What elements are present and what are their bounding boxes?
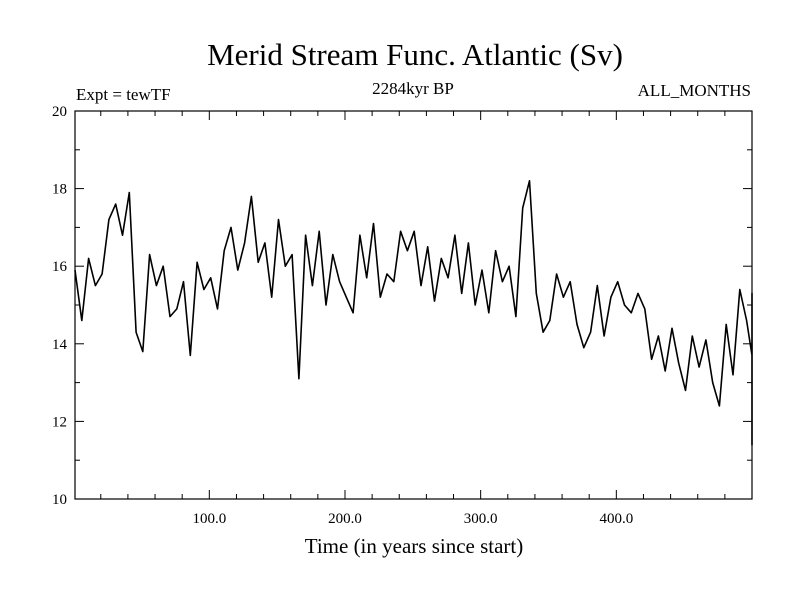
- x-tick-label: 100.0: [192, 511, 226, 527]
- chart-series: [74, 180, 753, 446]
- y-tick-label: 18: [52, 182, 67, 198]
- chart-tick-labels: 100.0 200.0 300.0 400.0 10 12 14 16 18 20: [52, 104, 633, 527]
- series-line: [74, 180, 753, 446]
- y-tick-label: 12: [52, 414, 67, 430]
- y-tick-label: 16: [52, 259, 68, 275]
- months-label: ALL_MONTHS: [638, 81, 751, 100]
- x-tick-label: 200.0: [328, 511, 362, 527]
- chart-ticks: [75, 110, 752, 500]
- experiment-label: Expt = tewTF: [76, 85, 171, 104]
- y-tick-label: 14: [52, 337, 68, 353]
- x-tick-label: 400.0: [599, 511, 633, 527]
- chart-axes: [74, 110, 753, 500]
- y-tick-label: 20: [52, 104, 67, 120]
- x-tick-label: 300.0: [464, 511, 498, 527]
- chart-title: Merid Stream Func. Atlantic (Sv): [207, 37, 623, 72]
- epoch-label: 2284kyr BP: [372, 79, 454, 98]
- x-axis-label: Time (in years since start): [305, 534, 524, 558]
- plot-frame: [74, 110, 753, 500]
- y-tick-label: 10: [52, 492, 67, 508]
